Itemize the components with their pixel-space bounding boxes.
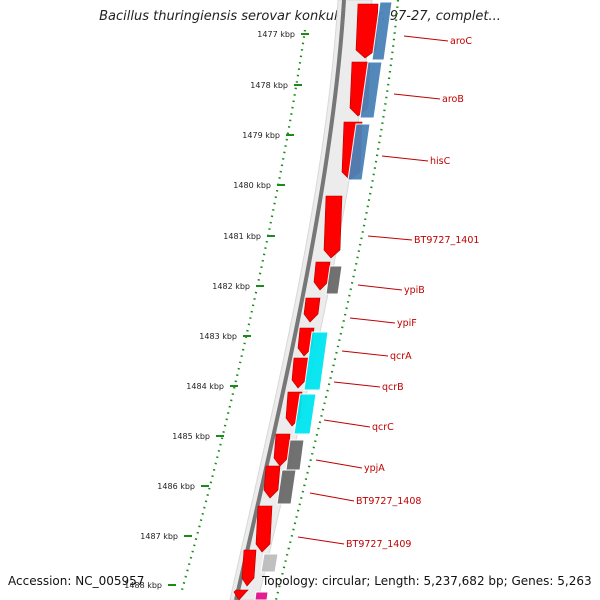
track-feature-block[interactable] — [276, 469, 297, 505]
kbp-tick-label: 1480 kbp — [233, 181, 271, 190]
gene-label[interactable]: aroB — [442, 94, 464, 105]
gene-label[interactable]: qcrC — [372, 422, 394, 433]
topology-text: Topology: circular; Length: 5,237,682 bp… — [262, 574, 592, 588]
kbp-tick-label: 1485 kbp — [172, 432, 210, 441]
gene-leader-line — [333, 381, 381, 388]
track-feature-block[interactable] — [347, 123, 371, 181]
map-title: Bacillus thuringiensis serovar konkukian… — [99, 9, 501, 24]
kbp-tick-label: 1486 kbp — [157, 482, 195, 491]
gene-label[interactable]: qcrA — [390, 351, 412, 362]
gene-label[interactable]: ypiF — [397, 318, 417, 329]
track-feature-block[interactable] — [303, 331, 329, 391]
cds-feature-arrow[interactable] — [355, 3, 379, 59]
kbp-tick-label: 1487 kbp — [140, 532, 178, 541]
gene-leader-line — [403, 35, 449, 42]
track-feature-block[interactable] — [371, 1, 393, 61]
track-feature-block[interactable] — [359, 61, 383, 119]
gene-leader-line — [315, 459, 363, 469]
gene-label[interactable]: ypjA — [364, 463, 385, 474]
kbp-tick-label: 1481 kbp — [223, 232, 261, 241]
kbp-tick-label: 1484 kbp — [186, 382, 224, 391]
kbp-tick-label: 1482 kbp — [212, 282, 250, 291]
track-feature-block[interactable] — [325, 265, 343, 295]
cds-feature-arrow[interactable] — [323, 195, 343, 259]
cds-feature-arrow[interactable] — [303, 297, 321, 323]
gene-label[interactable]: ypiB — [404, 285, 425, 296]
accession-text: Accession: NC_005957 — [8, 574, 145, 588]
gene-leader-line — [297, 536, 345, 545]
kbp-tick-label: 1477 kbp — [257, 30, 295, 39]
kbp-tick-label: 1483 kbp — [199, 332, 237, 341]
kbp-tick-ring — [180, 29, 307, 591]
feature-dot-ring — [274, 0, 400, 600]
gene-leader-line — [341, 350, 389, 357]
kbp-tick-label: 1478 kbp — [250, 81, 288, 90]
gene-leader-line — [349, 317, 396, 324]
gene-leader-line — [381, 155, 429, 162]
track-feature-block[interactable] — [254, 591, 269, 600]
kbp-tick-label: 1479 kbp — [242, 131, 280, 140]
gene-label[interactable]: BT9727_1401 — [414, 235, 479, 246]
cds-feature-arrow[interactable] — [255, 505, 273, 553]
gene-label[interactable]: BT9727_1409 — [346, 539, 411, 550]
gene-label[interactable]: aroC — [450, 36, 472, 47]
cds-feature-arrow[interactable] — [273, 433, 291, 467]
gene-leader-line — [393, 93, 441, 100]
gene-label[interactable]: qcrB — [382, 382, 404, 393]
cds-feature-arrow[interactable] — [291, 357, 309, 389]
gene-label[interactable]: hisC — [430, 156, 451, 167]
track-feature-block[interactable] — [260, 553, 279, 573]
cds-feature-arrow[interactable] — [233, 589, 249, 600]
gene-label[interactable]: BT9727_1408 — [356, 496, 421, 507]
cds-feature-arrow[interactable] — [263, 465, 281, 499]
genome-backbone — [234, 0, 346, 600]
gene-leader-line — [367, 235, 413, 241]
gene-leader-line — [309, 492, 355, 502]
gene-leader-line — [323, 419, 371, 428]
cds-feature-arrow[interactable] — [241, 549, 257, 587]
track-feature-block[interactable] — [285, 439, 305, 471]
gene-leader-line — [357, 284, 403, 291]
cds-feature-arrow[interactable] — [313, 261, 331, 291]
kbp-tick-label: 1488 kbp — [124, 581, 162, 590]
track-feature-block[interactable] — [293, 393, 317, 435]
